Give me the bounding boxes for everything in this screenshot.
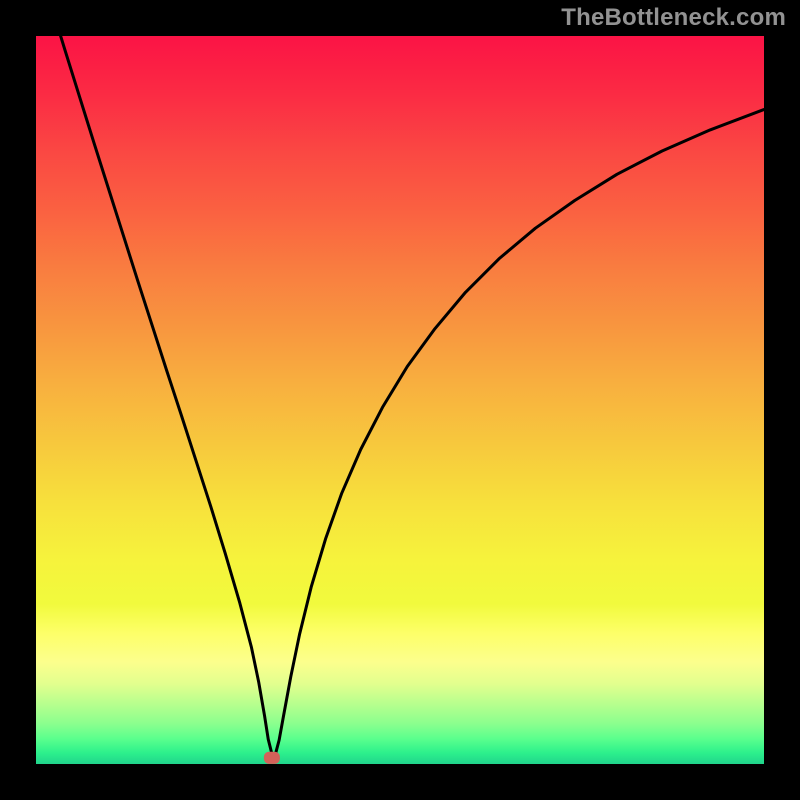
watermark-text: TheBottleneck.com: [561, 4, 786, 32]
chart-root: TheBottleneck.com: [0, 0, 800, 800]
bottleneck-chart: [0, 0, 800, 800]
minimum-marker: [264, 752, 280, 764]
gradient-background: [36, 36, 764, 764]
